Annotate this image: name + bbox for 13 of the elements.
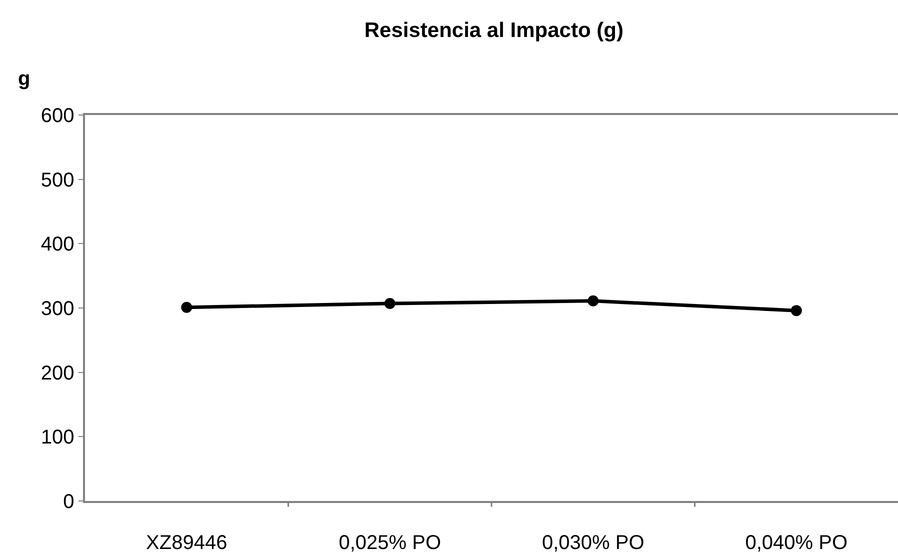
- x-tick-label: 0,040% PO: [745, 532, 848, 554]
- y-tick-label: 200: [40, 362, 74, 384]
- y-tick-label: 300: [40, 298, 74, 320]
- y-tick-label: 0: [63, 491, 74, 513]
- y-tick-label: 400: [40, 234, 74, 256]
- x-tick-label: XZ89446: [146, 532, 228, 554]
- x-tick-label: 0,025% PO: [338, 532, 442, 554]
- y-tick-label: 600: [40, 105, 74, 127]
- y-axis-title: g: [18, 68, 30, 90]
- y-tick-label: 500: [40, 169, 74, 192]
- y-tick-label: 100: [40, 426, 74, 449]
- chart-title: Resistencia al Impacto (g): [364, 18, 624, 42]
- x-tick-label: 0,030% PO: [542, 532, 644, 554]
